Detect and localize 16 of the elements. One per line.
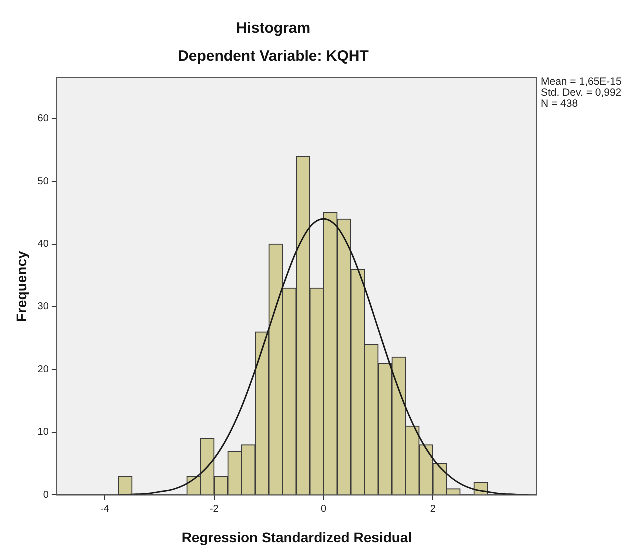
y-tick-label: 0 (43, 490, 50, 501)
x-tick-label: 0 (320, 504, 327, 515)
y-tick-label: 20 (38, 364, 50, 376)
x-tick-label: -4 (100, 504, 110, 515)
text: Mean = 1,65E-15 Std. Dev. = 0,992 N = 438 (541, 76, 622, 110)
y-tick-label: 10 (38, 427, 50, 438)
x-tick-label: -2 (210, 504, 220, 515)
chart-title: Histogram (236, 20, 311, 38)
y-tick-label: 60 (38, 114, 50, 125)
y-tick-label: 40 (38, 239, 50, 250)
x-tick-label: 2 (430, 504, 436, 515)
chart-subtitle: Dependent Variable: KQHT (178, 48, 369, 66)
y-tick-label: 30 (38, 302, 50, 313)
x-axis-title: Regression Standardized Residual (182, 529, 412, 546)
y-tick-label: 50 (38, 176, 50, 188)
y-axis-title: Frequency (13, 250, 30, 322)
